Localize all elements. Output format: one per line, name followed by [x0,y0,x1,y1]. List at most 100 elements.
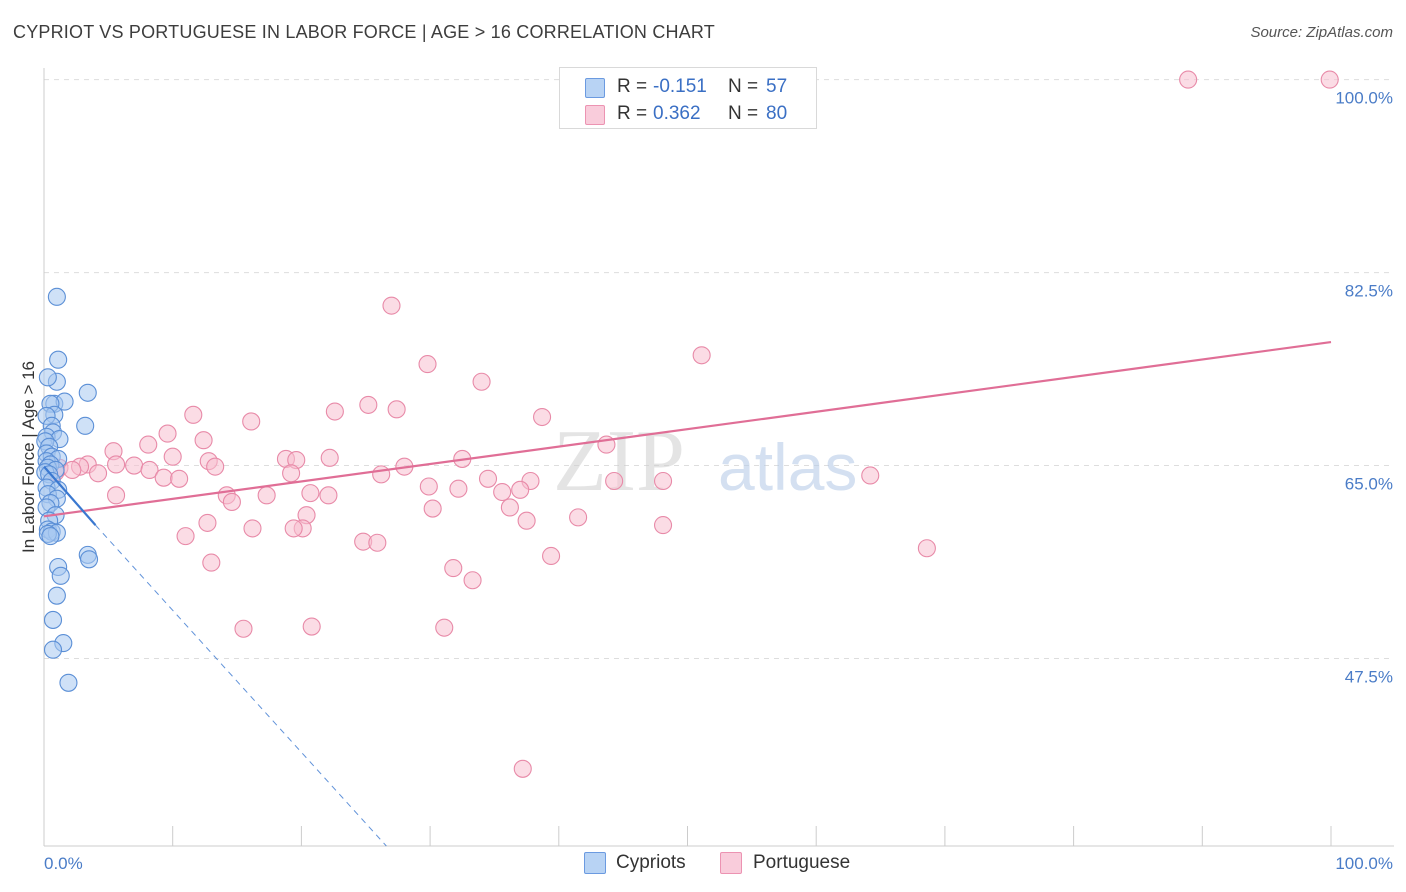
bottom-legend-label-portuguese: Portuguese [753,852,851,873]
portuguese-point [493,482,512,502]
portuguese-point [368,533,387,552]
portuguese-point [202,553,221,572]
portuguese-point [653,471,673,491]
bottom-legend-swatch-portuguese [720,852,742,874]
y-tick-label: 100.0% [1335,89,1393,108]
portuguese-point [513,759,532,778]
portuguese-point [163,447,182,466]
portuguese-point [359,395,378,414]
portuguese-point [653,516,673,535]
portuguese-point [387,400,406,419]
trend-lines [43,340,1332,847]
portuguese-point [198,513,217,532]
cypriots-trend-line [43,465,97,526]
legend-n-label: N = [728,76,759,97]
portuguese-point [692,346,711,365]
legend-n-value: 80 [766,103,788,124]
portuguese-point [419,477,438,496]
portuguese-point [107,455,126,474]
portuguese-point [282,464,301,483]
portuguese-point [184,405,203,424]
y-axis-label: In Labor Force | Age > 16 [19,361,38,553]
portuguese-point [511,480,530,499]
portuguese-point [382,296,401,315]
portuguese-point [89,464,108,483]
portuguese-point [449,479,468,498]
cypriots-point [38,368,57,387]
portuguese-point [170,469,189,488]
cypriots-point [43,640,63,659]
portuguese-point [243,519,262,538]
x-tick-label-max: 100.0% [1335,854,1393,873]
cypriots-trend-line-dashed [95,524,387,847]
cypriots-points [36,287,99,692]
portuguese-point [418,355,437,374]
watermark-atlas: atlas [718,430,857,504]
portuguese-point [158,424,177,443]
portuguese-point [222,492,241,511]
bottom-legend-label-cypriots: Cypriots [616,852,686,873]
portuguese-point [569,508,588,527]
portuguese-point [1179,70,1198,89]
cypriots-point [79,550,99,569]
portuguese-point [533,407,552,427]
portuguese-point [1320,70,1339,89]
portuguese-point [242,412,261,431]
cypriots-point [41,527,60,546]
portuguese-point [372,465,391,484]
cypriots-point [51,566,70,585]
portuguese-point [472,372,491,391]
grid-layer: 47.5% 65.0% 82.5% 100.0% [44,79,1394,687]
chart-title: CYPRIOT VS PORTUGUESE IN LABOR FORCE | A… [13,22,716,42]
portuguese-point [435,618,454,637]
portuguese-point [444,559,463,578]
legend-r-label: R = [617,76,648,97]
portuguese-point [517,511,536,530]
cypriots-point [49,350,68,369]
legend-n-value: 57 [766,76,788,97]
portuguese-point [63,460,82,480]
portuguese-points [46,70,1339,778]
bottom-legend-swatch-cypriots [584,852,606,874]
portuguese-point [284,519,303,538]
legend-r-value: -0.151 [653,76,707,97]
legend-swatch-portuguese [585,105,605,125]
cypriots-point [78,383,97,402]
portuguese-point [325,402,344,421]
cypriots-point [43,610,63,629]
portuguese-point [206,457,225,476]
portuguese-point [107,486,126,505]
cypriots-point [47,287,66,306]
legend-n-label: N = [728,103,759,124]
portuguese-point [917,539,936,558]
tick-layer [43,826,1332,846]
legend-swatch-cypriots [585,78,605,98]
portuguese-point [234,619,253,638]
portuguese-point [139,435,158,454]
y-tick-label: 65.0% [1345,475,1393,494]
portuguese-point [257,486,276,505]
y-tick-label: 82.5% [1345,282,1393,301]
portuguese-point [194,431,213,450]
portuguese-point [320,448,339,467]
portuguese-point [302,617,321,636]
portuguese-point [301,484,320,503]
portuguese-point [140,460,159,480]
portuguese-point [478,469,498,488]
correlation-legend: R = -0.151 N = 57 R = 0.362 N = 80 [559,67,817,129]
portuguese-point [861,466,880,485]
portuguese-point [605,471,624,491]
portuguese-point [125,456,144,475]
portuguese-trend-line [43,340,1332,518]
portuguese-point [500,498,519,517]
portuguese-point [176,527,195,546]
portuguese-point [319,486,338,505]
cypriots-point [47,586,66,605]
x-tick-label-min: 0.0% [44,854,83,873]
watermark-zip: ZIP [553,413,685,510]
legend-r-value: 0.362 [653,103,701,124]
portuguese-point [154,468,173,487]
legend-r-label: R = [617,103,648,124]
cypriots-point [59,673,78,692]
